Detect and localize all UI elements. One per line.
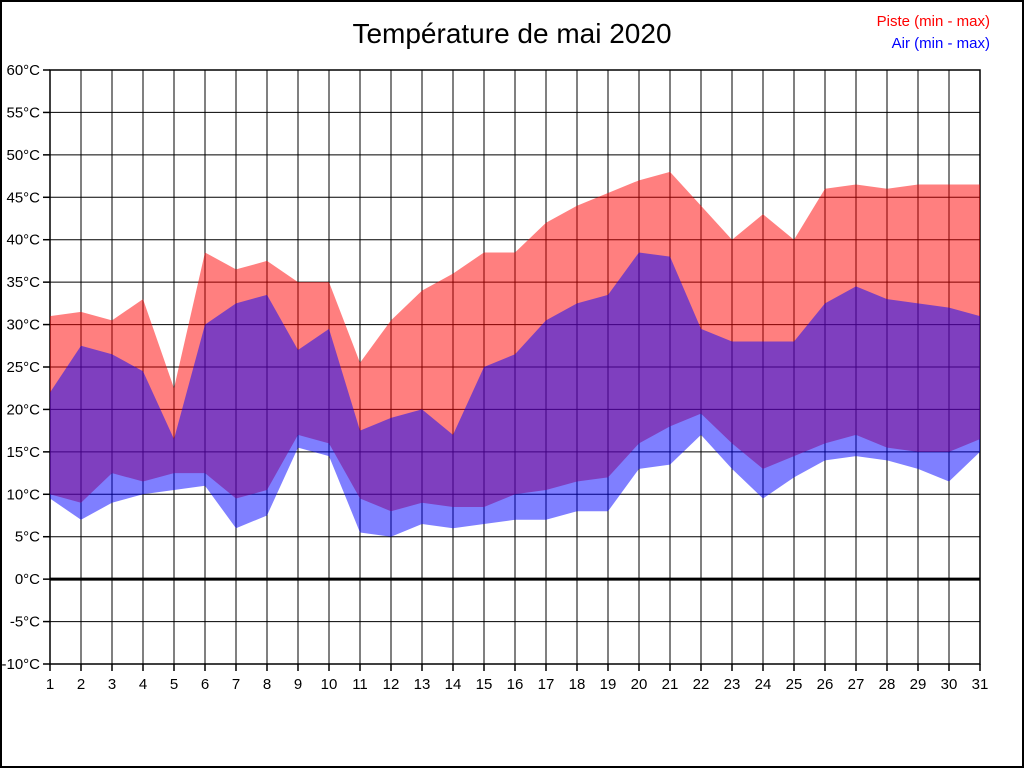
svg-text:31: 31 <box>972 676 989 693</box>
svg-text:20°C: 20°C <box>6 401 40 418</box>
svg-text:11: 11 <box>352 676 368 693</box>
svg-text:21: 21 <box>662 676 679 693</box>
svg-text:1: 1 <box>46 676 54 693</box>
svg-text:5°C: 5°C <box>15 529 40 546</box>
svg-text:18: 18 <box>569 676 586 693</box>
svg-text:4: 4 <box>139 676 147 693</box>
svg-text:15: 15 <box>476 676 493 693</box>
svg-text:30°C: 30°C <box>6 317 40 334</box>
svg-text:29: 29 <box>910 676 927 693</box>
svg-text:20: 20 <box>631 676 648 693</box>
svg-text:9: 9 <box>294 676 302 693</box>
svg-text:16: 16 <box>507 676 524 693</box>
svg-text:14: 14 <box>445 676 462 693</box>
svg-text:3: 3 <box>108 676 116 693</box>
svg-text:25: 25 <box>786 676 803 693</box>
svg-text:27: 27 <box>848 676 865 693</box>
svg-text:17: 17 <box>538 676 555 693</box>
legend-piste-label: Piste (min - max) <box>876 13 990 30</box>
svg-text:13: 13 <box>414 676 431 693</box>
svg-text:35°C: 35°C <box>6 274 40 291</box>
svg-text:30: 30 <box>941 676 958 693</box>
svg-text:-5°C: -5°C <box>10 614 40 631</box>
svg-text:15°C: 15°C <box>6 444 40 461</box>
svg-text:10°C: 10°C <box>6 486 40 503</box>
legend: Piste (min - max) Air (min - max) <box>877 11 990 55</box>
svg-text:23: 23 <box>724 676 741 693</box>
svg-text:22: 22 <box>693 676 710 693</box>
svg-text:60°C: 60°C <box>6 62 40 79</box>
svg-text:24: 24 <box>755 676 772 693</box>
svg-text:2: 2 <box>77 676 85 693</box>
svg-text:55°C: 55°C <box>6 104 40 121</box>
svg-text:19: 19 <box>600 676 617 693</box>
svg-text:50°C: 50°C <box>6 147 40 164</box>
svg-text:5: 5 <box>170 676 178 693</box>
legend-air-label: Air (min - max) <box>891 35 990 52</box>
svg-text:25°C: 25°C <box>6 359 40 376</box>
svg-text:10: 10 <box>321 676 338 693</box>
chart-title: Température de mai 2020 <box>352 18 672 49</box>
svg-text:28: 28 <box>879 676 896 693</box>
svg-text:40°C: 40°C <box>6 232 40 249</box>
svg-text:12: 12 <box>383 676 400 693</box>
svg-text:7: 7 <box>232 676 240 693</box>
svg-text:0°C: 0°C <box>15 571 40 588</box>
svg-text:45°C: 45°C <box>6 189 40 206</box>
svg-text:6: 6 <box>201 676 209 693</box>
svg-text:8: 8 <box>263 676 271 693</box>
svg-text:26: 26 <box>817 676 834 693</box>
svg-text:-10°C: -10°C <box>2 656 40 673</box>
